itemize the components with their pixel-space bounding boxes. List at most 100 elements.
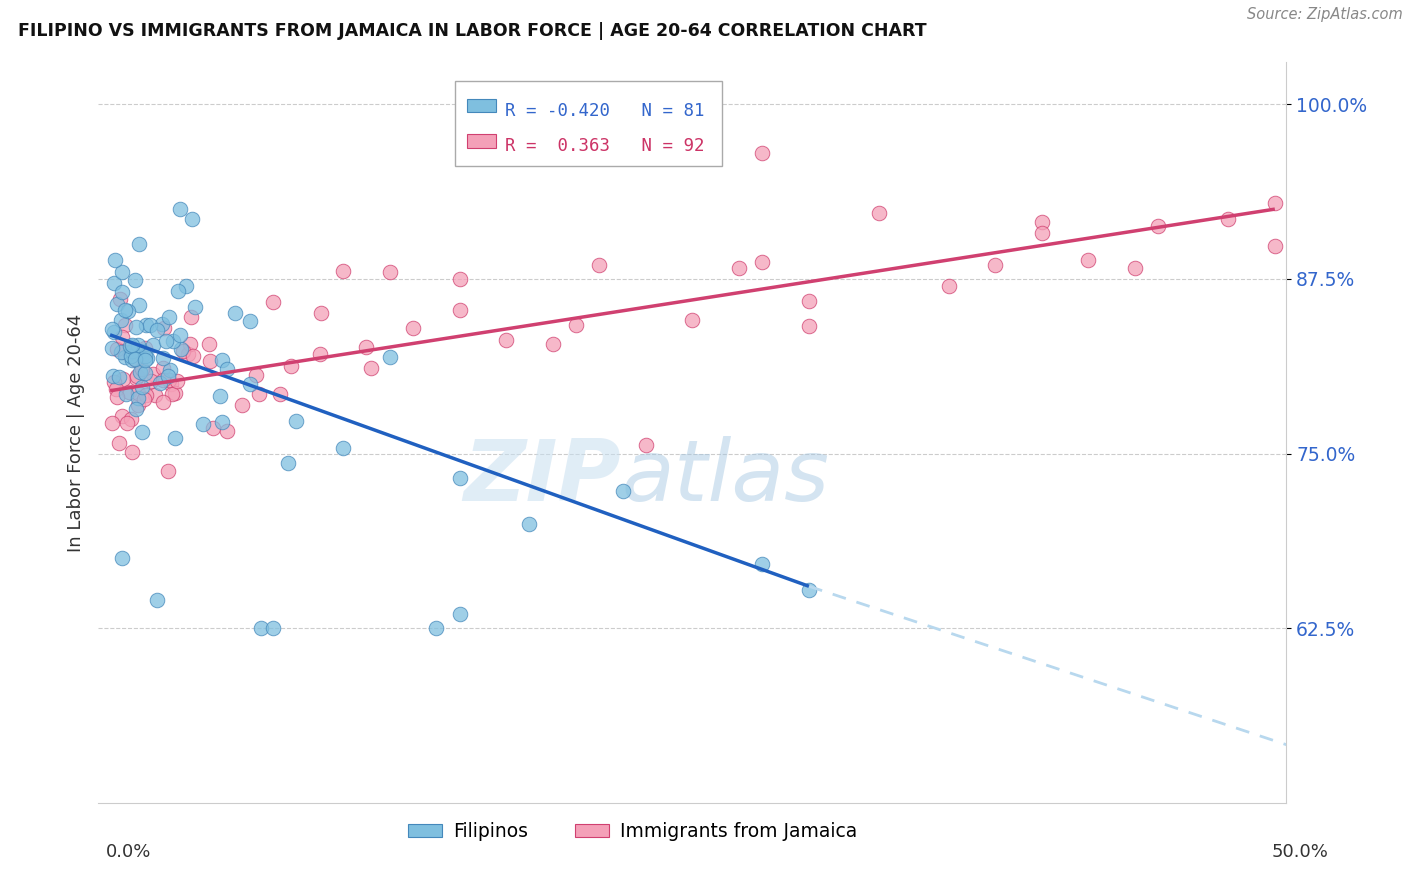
Point bbox=[239, 377, 262, 392]
Point bbox=[1381, 165, 1403, 179]
Point bbox=[209, 389, 232, 403]
Point bbox=[245, 368, 267, 383]
Point bbox=[112, 345, 135, 359]
Point bbox=[1147, 219, 1170, 233]
Point bbox=[121, 344, 143, 359]
Point bbox=[984, 258, 1007, 272]
Point bbox=[104, 382, 127, 396]
Point bbox=[797, 294, 820, 309]
Point bbox=[103, 375, 125, 389]
Point bbox=[332, 264, 354, 278]
Point bbox=[682, 312, 704, 326]
Point bbox=[153, 321, 176, 335]
Point bbox=[311, 305, 333, 319]
Point bbox=[155, 334, 177, 349]
Point bbox=[356, 341, 378, 355]
Point bbox=[127, 338, 149, 352]
Point bbox=[215, 361, 238, 376]
Point bbox=[156, 463, 179, 477]
Point bbox=[121, 445, 143, 459]
Point bbox=[121, 338, 143, 352]
Point bbox=[124, 353, 146, 368]
Point bbox=[588, 258, 610, 272]
FancyBboxPatch shape bbox=[456, 81, 723, 166]
Point bbox=[115, 417, 138, 431]
Point bbox=[541, 337, 564, 351]
Point bbox=[111, 265, 134, 279]
Point bbox=[135, 388, 157, 402]
Point bbox=[449, 607, 471, 622]
Point bbox=[114, 318, 136, 333]
Point bbox=[157, 373, 180, 387]
Point bbox=[138, 318, 160, 332]
Point bbox=[162, 386, 184, 401]
Point bbox=[177, 346, 200, 360]
Point bbox=[121, 353, 143, 368]
Point bbox=[101, 416, 124, 430]
Point bbox=[565, 318, 588, 333]
Point bbox=[280, 359, 302, 373]
Point bbox=[125, 401, 148, 416]
Point bbox=[269, 387, 291, 401]
Point bbox=[751, 255, 773, 269]
Point bbox=[134, 349, 156, 363]
Text: R =  0.363   N = 92: R = 0.363 N = 92 bbox=[505, 137, 704, 155]
Point bbox=[215, 424, 238, 438]
Point bbox=[751, 557, 773, 571]
Point bbox=[120, 338, 142, 352]
Point bbox=[277, 456, 299, 470]
Point bbox=[179, 336, 201, 351]
Point bbox=[110, 345, 132, 359]
Point bbox=[231, 398, 253, 412]
Point bbox=[127, 386, 149, 401]
Point bbox=[143, 387, 166, 401]
Point bbox=[180, 211, 202, 226]
Point bbox=[121, 412, 143, 426]
Point bbox=[114, 350, 136, 364]
Point bbox=[728, 260, 751, 275]
Point bbox=[125, 343, 148, 358]
Point bbox=[1031, 227, 1053, 241]
Point bbox=[211, 353, 233, 368]
Point bbox=[634, 438, 657, 452]
Point bbox=[285, 414, 308, 428]
Point bbox=[184, 301, 207, 315]
Point bbox=[105, 342, 128, 356]
Point bbox=[120, 349, 142, 363]
Point bbox=[131, 349, 153, 363]
Point bbox=[378, 351, 401, 365]
Point bbox=[152, 351, 174, 366]
Y-axis label: In Labor Force | Age 20-64: In Labor Force | Age 20-64 bbox=[66, 313, 84, 552]
Point bbox=[183, 349, 205, 363]
Point bbox=[125, 369, 148, 384]
Point bbox=[247, 386, 270, 401]
Point bbox=[139, 374, 162, 388]
Point bbox=[134, 392, 156, 407]
Point bbox=[1218, 211, 1240, 226]
Point bbox=[157, 310, 180, 325]
Point bbox=[103, 252, 125, 267]
Point bbox=[135, 318, 157, 333]
Point bbox=[110, 292, 132, 306]
Point bbox=[224, 306, 246, 320]
Point bbox=[111, 285, 134, 299]
Point bbox=[149, 376, 172, 390]
Point bbox=[166, 374, 188, 388]
Point bbox=[239, 314, 262, 328]
Point bbox=[1123, 261, 1146, 276]
Point bbox=[797, 582, 820, 597]
Point bbox=[134, 353, 156, 368]
Point bbox=[169, 342, 191, 356]
Point bbox=[124, 319, 146, 334]
Point bbox=[160, 376, 183, 391]
Point bbox=[162, 334, 184, 348]
Point bbox=[425, 621, 447, 635]
Legend: Filipinos, Immigrants from Jamaica: Filipinos, Immigrants from Jamaica bbox=[401, 815, 865, 849]
Text: FILIPINO VS IMMIGRANTS FROM JAMAICA IN LABOR FORCE | AGE 20-64 CORRELATION CHART: FILIPINO VS IMMIGRANTS FROM JAMAICA IN L… bbox=[18, 22, 927, 40]
Point bbox=[868, 205, 890, 219]
Point bbox=[262, 295, 284, 310]
Point bbox=[134, 341, 156, 355]
Point bbox=[124, 352, 146, 367]
Text: R = -0.420   N = 81: R = -0.420 N = 81 bbox=[505, 102, 704, 120]
Point bbox=[169, 327, 191, 342]
